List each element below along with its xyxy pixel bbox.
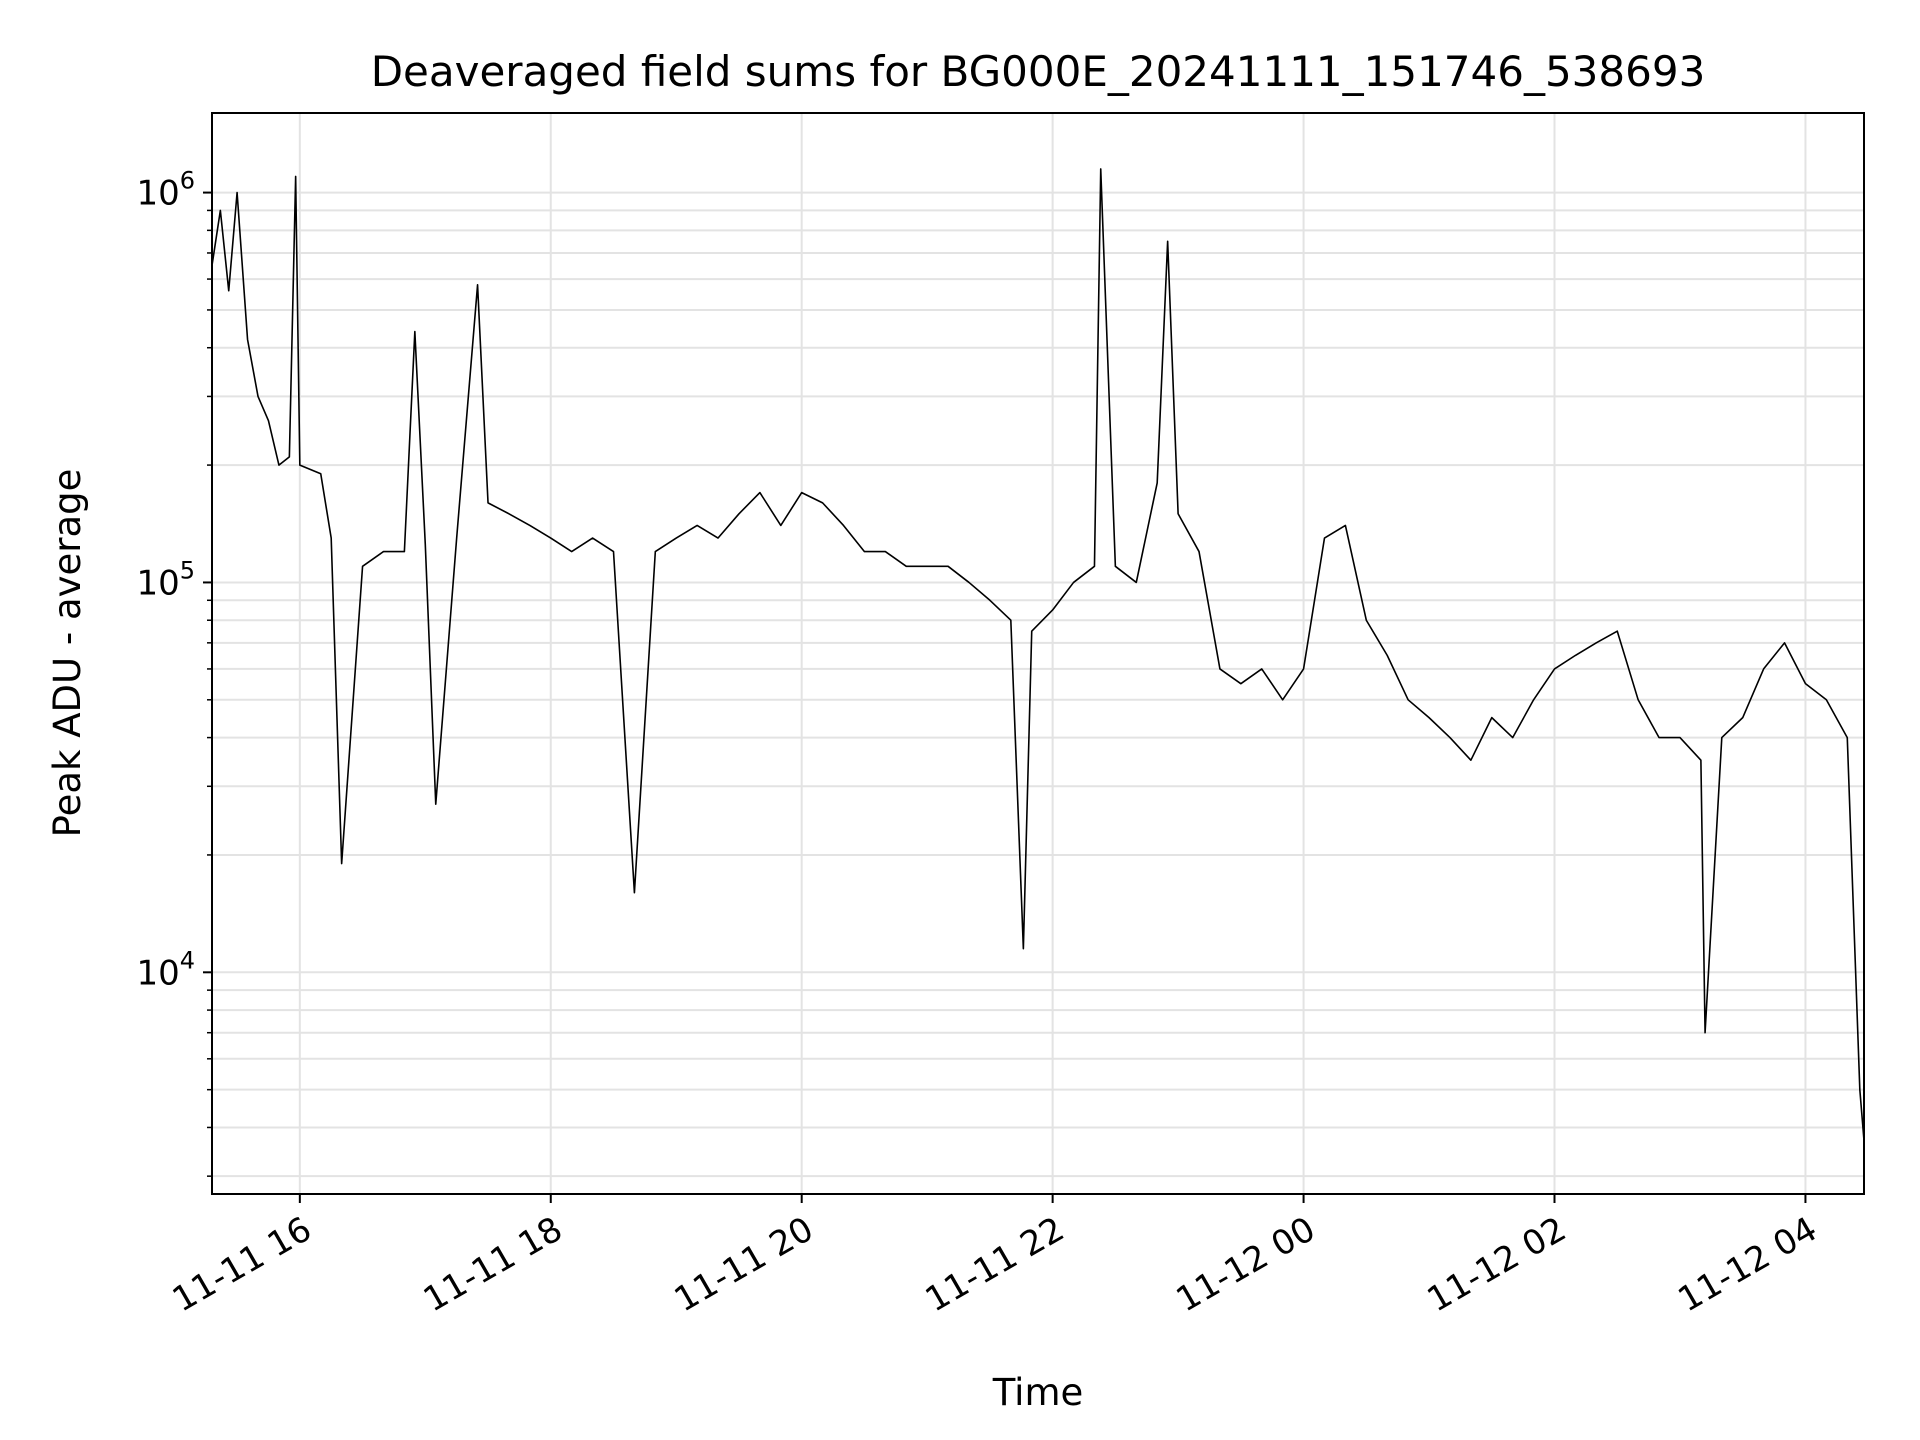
chart-title: Deaveraged field sums for BG000E_2024111… — [371, 47, 1706, 96]
x-axis-label: Time — [992, 1371, 1084, 1414]
grid — [212, 113, 1864, 1194]
series-layer — [211, 168, 1865, 1141]
y-axis-label: Peak ADU - average — [46, 469, 89, 838]
y-tick-label: 105 — [136, 556, 195, 603]
series-line — [211, 168, 1865, 1141]
y-tick-label: 106 — [136, 167, 195, 214]
y-tick-label: 104 — [136, 946, 195, 993]
plot-frame — [211, 112, 1865, 1195]
